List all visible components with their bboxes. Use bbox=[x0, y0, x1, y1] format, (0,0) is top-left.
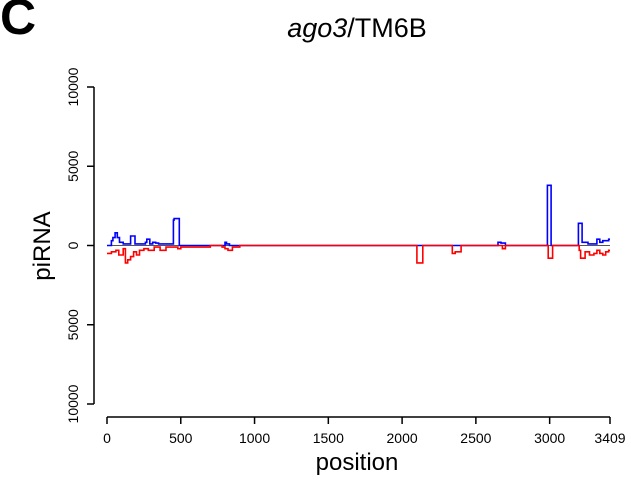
y-tick-label: 10000 bbox=[65, 67, 81, 106]
x-tick-label: 0 bbox=[103, 430, 111, 446]
panel-letter: C bbox=[0, 0, 36, 45]
y-tick-label: 5000 bbox=[65, 309, 81, 340]
x-tick-label: 2500 bbox=[460, 430, 491, 446]
x-axis-label: position bbox=[316, 449, 399, 476]
axes: 0 500 1000 1500 2000 2500 3000 3409 10000 5000 0 50… bbox=[65, 67, 626, 446]
y-tick-label: 5000 bbox=[65, 150, 81, 181]
x-tick-label: 1000 bbox=[239, 430, 270, 446]
x-tick-label: 3409 bbox=[594, 430, 625, 446]
y-axis-label: piRNA bbox=[29, 211, 56, 280]
series-line-1 bbox=[107, 184, 610, 247]
x-tick-label: 500 bbox=[169, 430, 193, 446]
series-line-2 bbox=[107, 244, 610, 264]
chart-title: ago3/TM6B bbox=[287, 13, 427, 43]
x-tick-label: 1500 bbox=[313, 430, 344, 446]
x-tick-label: 2000 bbox=[387, 430, 418, 446]
y-tick-label: 10000 bbox=[65, 384, 81, 423]
y-tick-label: 0 bbox=[65, 241, 81, 249]
plot-area bbox=[107, 184, 610, 264]
x-tick-label: 3000 bbox=[534, 430, 565, 446]
